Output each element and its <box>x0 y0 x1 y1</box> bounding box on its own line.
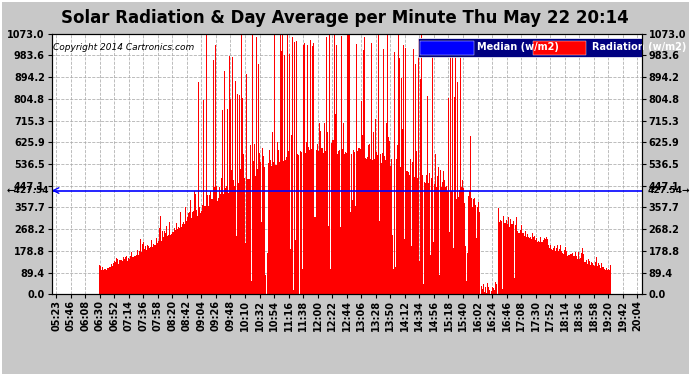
Text: 427.54→: 427.54→ <box>648 186 690 195</box>
Text: ←427.54: ←427.54 <box>6 186 49 195</box>
Bar <box>417 38 642 57</box>
Text: Median (w/m2): Median (w/m2) <box>477 42 558 52</box>
Text: Copyright 2014 Cartronics.com: Copyright 2014 Cartronics.com <box>53 43 194 52</box>
Text: Solar Radiation & Day Average per Minute Thu May 22 20:14: Solar Radiation & Day Average per Minute… <box>61 9 629 27</box>
Bar <box>420 41 473 55</box>
Bar <box>533 41 586 55</box>
Text: Radiation (w/m2): Radiation (w/m2) <box>591 42 686 52</box>
